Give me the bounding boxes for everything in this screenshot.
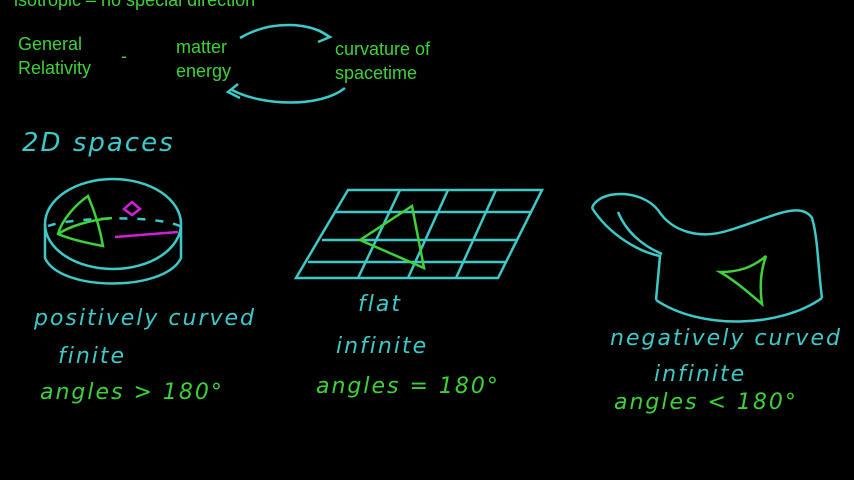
saddle-label-line3: angles < 180° xyxy=(614,390,798,415)
plane-label-line1: flat xyxy=(358,292,402,317)
gr-dash: - xyxy=(121,46,127,66)
matter-line2: energy xyxy=(176,61,232,81)
sphere-label-line1: positively curved xyxy=(34,306,257,331)
sphere-label-line2: finite xyxy=(58,344,127,369)
top-partial-text: isotropic – no special direction xyxy=(14,0,256,10)
curvature-line1: curvature of xyxy=(335,39,431,59)
arrowhead-right xyxy=(317,28,333,44)
arrowhead-left xyxy=(225,83,241,100)
saddle-label-line1: negatively curved xyxy=(610,326,842,351)
gr-label-line2: Relativity xyxy=(18,58,92,78)
arrow-matter-to-curvature xyxy=(239,23,329,40)
magenta-diamond xyxy=(122,200,142,217)
saddle-label-line2: infinite xyxy=(654,362,747,387)
plane-label-line2: infinite xyxy=(336,334,429,359)
magenta-line xyxy=(114,230,179,239)
sphere-label-line3: angles > 180° xyxy=(40,380,224,405)
saddle-triangle xyxy=(715,255,768,308)
plane-drawing xyxy=(293,188,545,280)
matter-line1: matter xyxy=(176,37,228,57)
sphere-drawing xyxy=(43,177,183,285)
flat-triangle xyxy=(357,203,426,271)
plane-label-line3: angles = 180° xyxy=(316,374,500,399)
saddle-drawing xyxy=(590,192,824,323)
section-title: 2D spaces xyxy=(22,128,175,158)
gr-label-line1: General xyxy=(18,34,83,54)
sphere-triangle-base xyxy=(57,216,113,236)
arrow-curvature-to-matter xyxy=(231,87,346,104)
curvature-line2: spacetime xyxy=(335,63,418,83)
